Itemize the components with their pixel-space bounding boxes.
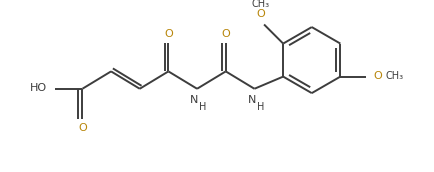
Text: N: N [190, 95, 198, 105]
Text: N: N [247, 95, 256, 105]
Text: HO: HO [30, 83, 47, 93]
Text: CH₃: CH₃ [385, 71, 403, 81]
Text: O: O [164, 29, 172, 39]
Text: O: O [78, 123, 86, 133]
Text: H: H [199, 102, 207, 112]
Text: CH₃: CH₃ [251, 0, 269, 9]
Text: O: O [221, 29, 230, 39]
Text: O: O [372, 71, 381, 81]
Text: O: O [256, 9, 264, 19]
Text: H: H [256, 102, 263, 112]
